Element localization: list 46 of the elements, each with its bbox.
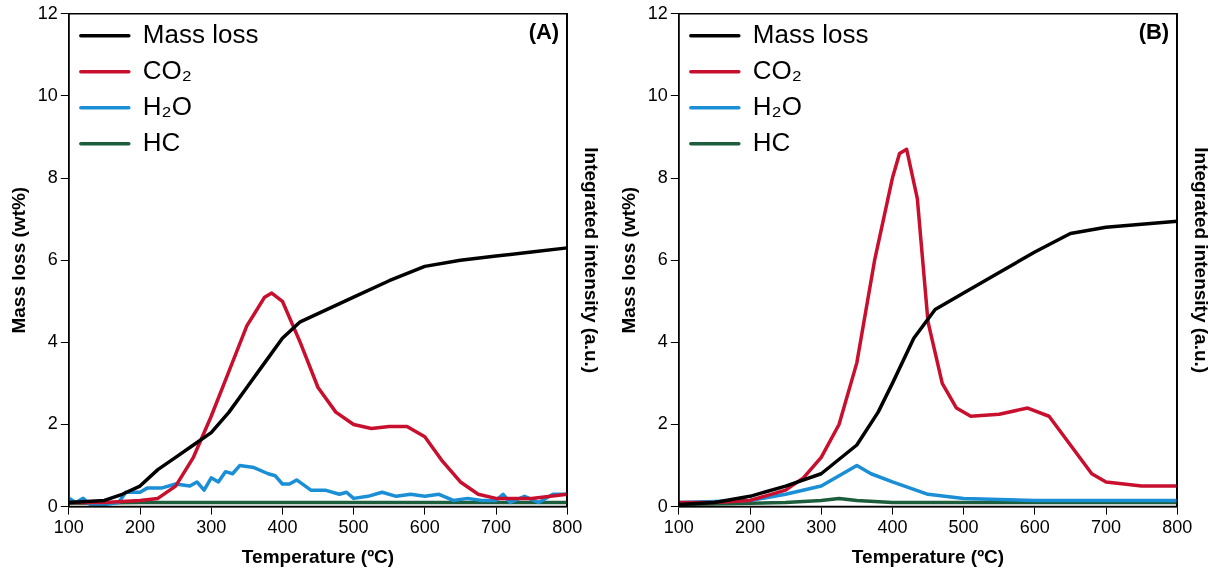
y2-axis-title: Integrated intensity (a.u.) [1191, 147, 1213, 374]
y-tick-label: 6 [657, 249, 668, 270]
chart-title: (B) [1138, 18, 1170, 44]
x-tick-label: 300 [196, 517, 227, 538]
x-tick-label: 600 [1019, 517, 1050, 538]
legend-label: HC [142, 126, 181, 157]
legend-label: Mass loss [752, 18, 869, 49]
x-tick-label: 400 [267, 517, 298, 538]
x-tick-label: 800 [552, 517, 583, 538]
y-tick-label: 8 [47, 167, 58, 188]
x-tick-label: 200 [124, 517, 156, 538]
legend-label: CO₂ [752, 54, 802, 85]
x-tick-label: 400 [877, 517, 908, 538]
y-tick-label: 4 [657, 331, 668, 352]
y-tick-label: 10 [647, 84, 668, 105]
x-tick-label: 600 [409, 517, 440, 538]
legend-label: Mass loss [142, 18, 259, 49]
legend-label: H₂O [142, 90, 192, 121]
chart-title: (A) [528, 18, 560, 44]
x-tick-label: 800 [1162, 517, 1193, 538]
x-tick-label: 700 [1090, 517, 1122, 538]
y-tick-label: 8 [657, 167, 668, 188]
x-tick-label: 100 [53, 517, 84, 538]
x-tick-label: 300 [806, 517, 837, 538]
y-tick-label: 12 [37, 2, 58, 23]
legend-label: HC [752, 126, 791, 157]
y-axis-title: Mass loss (wt%) [617, 186, 639, 334]
x-tick-label: 100 [663, 517, 694, 538]
x-axis-title: Temperature (ºC) [851, 545, 1005, 567]
y-tick-label: 2 [47, 413, 58, 434]
x-tick-label: 500 [948, 517, 979, 538]
y-tick-label: 0 [657, 495, 668, 516]
x-tick-label: 700 [480, 517, 512, 538]
y-axis-title: Mass loss (wt%) [7, 186, 29, 334]
y-tick-label: 10 [37, 84, 58, 105]
x-tick-label: 500 [338, 517, 369, 538]
y-tick-label: 0 [47, 495, 58, 516]
x-axis-title: Temperature (ºC) [241, 545, 395, 567]
y2-axis-title: Integrated intensity (a.u.) [581, 147, 603, 374]
y-tick-label: 4 [47, 331, 58, 352]
legend-label: H₂O [752, 90, 802, 121]
y-tick-label: 2 [657, 413, 668, 434]
legend-label: CO₂ [142, 54, 192, 85]
y-tick-label: 6 [47, 249, 58, 270]
y-tick-label: 12 [647, 2, 668, 23]
x-tick-label: 200 [734, 517, 766, 538]
